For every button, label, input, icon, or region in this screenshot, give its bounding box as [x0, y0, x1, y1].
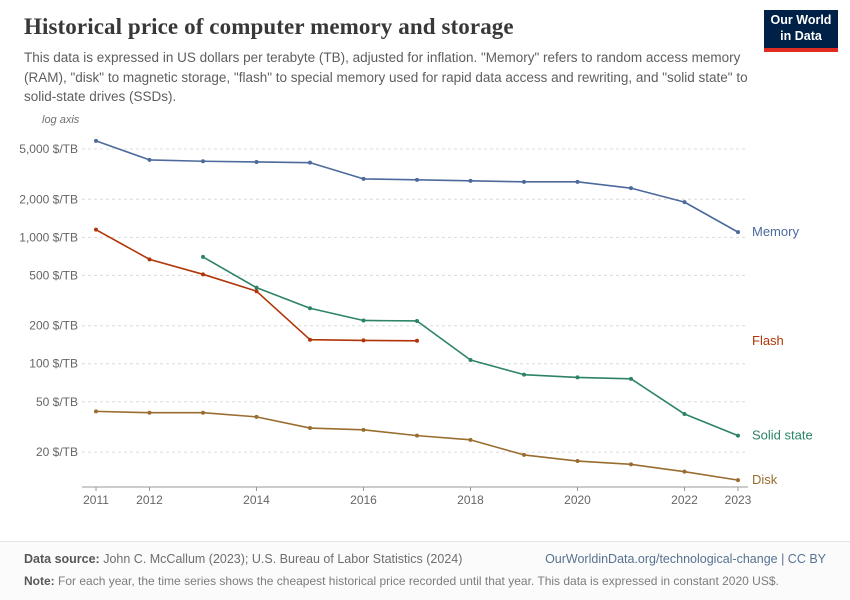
series-point-disk [308, 425, 312, 430]
x-tick-label: 2011 [83, 493, 109, 507]
series-point-disk [201, 410, 205, 415]
series-point-memory [147, 157, 152, 162]
y-tick-label: 200 $/TB [29, 318, 78, 332]
series-point-flash [361, 338, 366, 343]
y-tick-label: 100 $/TB [29, 356, 78, 370]
series-point-disk [629, 462, 633, 467]
y-tick-label: 5,000 $/TB [19, 142, 78, 156]
data-source: Data source: John C. McCallum (2023); U.… [24, 552, 462, 566]
series-point-memory [308, 160, 312, 165]
series-point-disk [361, 427, 366, 432]
series-point-memory [94, 138, 98, 143]
owid-logo[interactable]: Our World in Data [764, 10, 838, 52]
data-source-text: John C. McCallum (2023); U.S. Bureau of … [99, 551, 463, 566]
x-tick-label: 2018 [457, 493, 484, 507]
series-label-memory[interactable]: Memory [752, 224, 799, 239]
series-point-disk [575, 458, 580, 463]
y-tick-label: 500 $/TB [29, 268, 78, 282]
series-point-disk [147, 410, 152, 415]
series-point-memory [575, 179, 580, 184]
note-label: Note: [24, 573, 55, 588]
chart-subtitle: This data is expressed in US dollars per… [24, 50, 748, 105]
series-line-memory[interactable] [95, 139, 739, 233]
owid-logo-accent [764, 48, 838, 52]
series-point-flash [201, 272, 205, 277]
series-point-solid-state [522, 372, 526, 377]
series-label-flash[interactable]: Flash [752, 332, 784, 347]
series-point-memory [415, 177, 419, 182]
x-tick-label: 2023 [725, 493, 752, 507]
x-tick-label: 2022 [671, 493, 698, 507]
series-point-memory [468, 178, 473, 183]
series-point-memory [736, 229, 740, 234]
series-label-solid-state[interactable]: Solid state [752, 427, 813, 442]
owid-logo-line1: Our World [770, 12, 832, 27]
series-point-solid-state [308, 305, 312, 310]
series-point-memory [682, 199, 687, 204]
x-tick-label: 2020 [564, 493, 591, 507]
series-point-solid-state [201, 254, 205, 259]
series-point-solid-state [629, 376, 633, 381]
series-line-solid-state[interactable] [202, 255, 739, 437]
series-point-disk [522, 452, 526, 457]
series-point-flash [308, 337, 312, 342]
series-point-solid-state [682, 411, 687, 416]
note-text: For each year, the time series shows the… [54, 573, 779, 588]
series-label-disk[interactable]: Disk [752, 472, 778, 487]
series-point-solid-state [736, 433, 740, 438]
x-tick-label: 2016 [350, 493, 377, 507]
series-point-disk [94, 409, 98, 414]
series-point-disk [415, 433, 419, 438]
series-point-memory [629, 185, 633, 190]
series-point-flash [147, 257, 152, 262]
series-line-flash[interactable] [95, 228, 418, 342]
series-point-solid-state [415, 318, 419, 323]
series-point-disk [682, 469, 687, 474]
y-tick-label: 1,000 $/TB [19, 230, 78, 244]
series-line-disk[interactable] [95, 410, 739, 481]
y-tick-label: 20 $/TB [36, 445, 78, 459]
series-point-memory [361, 176, 366, 181]
series-point-disk [468, 437, 473, 442]
series-point-solid-state [575, 375, 580, 380]
price-line-chart: log axis 5,000 $/TB 2,000 $/TB 1,000 $/TB 50… [19, 114, 813, 507]
data-source-label: Data source: [24, 551, 100, 566]
chart-header: Historical price of computer memory and … [0, 0, 850, 52]
series-point-disk [736, 477, 740, 482]
log-axis-note: log axis [42, 114, 80, 126]
series-point-solid-state [361, 318, 366, 323]
series-point-solid-state [254, 285, 259, 290]
note-row: Note: For each year, the time series sho… [24, 573, 826, 590]
x-tick-label: 2012 [136, 493, 163, 507]
series-point-disk [254, 414, 259, 419]
credit-link[interactable]: OurWorldinData.org/technological-change … [545, 551, 826, 566]
series-point-flash [94, 227, 98, 232]
series-point-flash [415, 338, 419, 343]
owid-logo-line2: in Data [780, 28, 822, 43]
series-point-memory [522, 179, 526, 184]
source-row: Data source: John C. McCallum (2023); U.… [24, 552, 826, 566]
series-point-flash [254, 288, 259, 293]
series-point-memory [254, 159, 259, 164]
x-tick-label: 2014 [243, 493, 270, 507]
series-point-solid-state [468, 357, 473, 362]
series-point-memory [201, 158, 205, 163]
y-tick-label: 50 $/TB [36, 394, 78, 408]
y-tick-label: 2,000 $/TB [19, 192, 78, 206]
chart-footer: Data source: John C. McCallum (2023); U.… [0, 540, 850, 600]
page-title: Historical price of computer memory and … [24, 14, 514, 39]
